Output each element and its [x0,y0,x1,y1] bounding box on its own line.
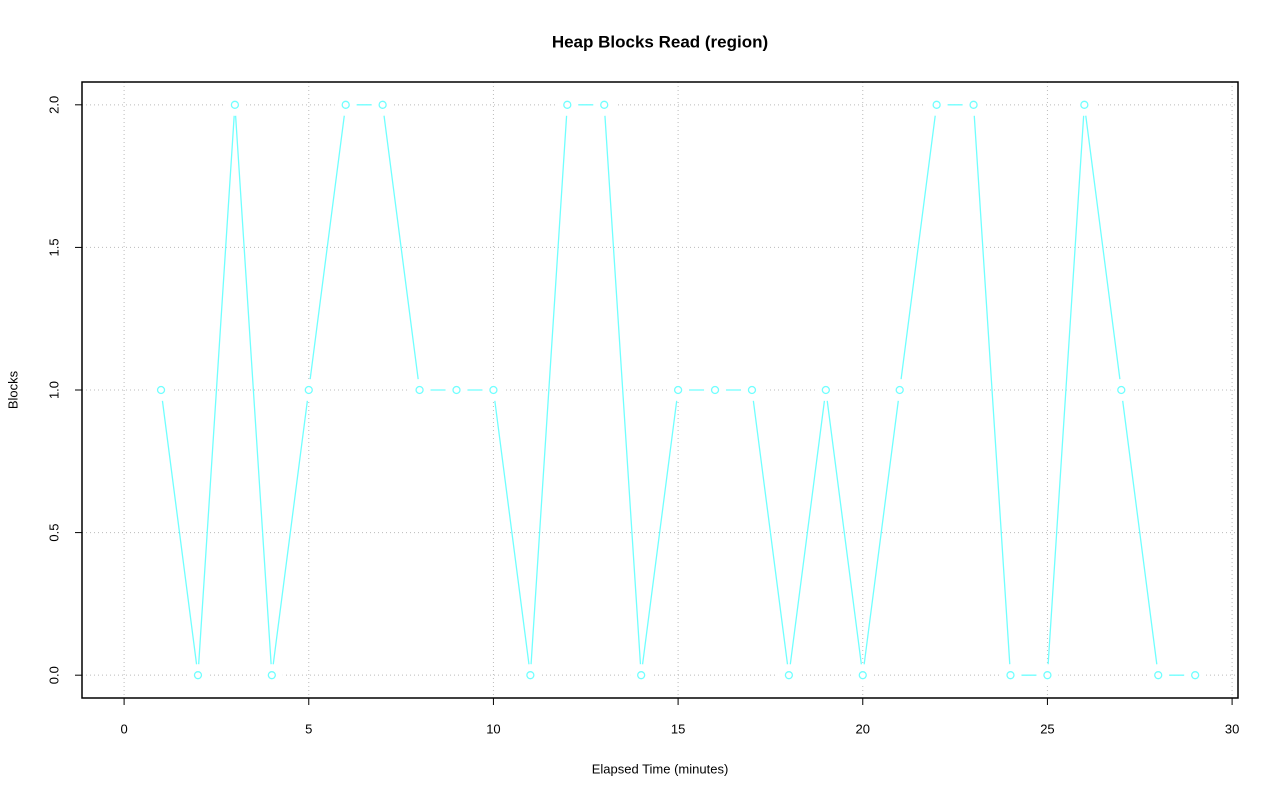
point [1043,671,1052,680]
point [452,385,461,395]
marker-gap [445,379,468,401]
marker-gap [1110,379,1133,401]
marker-gap [408,379,431,401]
marker-gap [667,379,690,401]
marker-gap [704,379,727,401]
point [858,671,867,680]
point [1117,385,1126,395]
point [784,671,794,680]
marker-gap [519,664,542,687]
point [489,385,498,395]
marker-gap [297,379,320,401]
point [415,385,424,395]
point [895,385,904,395]
marker-gap [223,93,246,116]
point [821,385,830,395]
x-tick-label: 30 [1225,721,1239,736]
marker-gap [925,93,948,116]
point [932,100,941,109]
point [193,671,203,680]
x-axis-title: Elapsed Time (minutes) [592,761,729,776]
x-tick-label: 5 [305,721,312,736]
x-tick-label: 0 [120,721,127,736]
marker-gap [777,664,800,687]
x-tick-label: 25 [1040,721,1054,736]
plot-frame [81,81,1239,699]
point [156,385,166,395]
marker-gap [740,379,763,401]
point [1154,671,1163,680]
y-tick-label: 2.0 [46,96,61,114]
y-tick-label: 0.0 [46,666,61,684]
marker-gap [962,93,985,116]
point [747,385,757,395]
y-tick-label: 0.5 [46,524,61,542]
marker-gap [1036,664,1059,687]
marker-gap [150,379,173,401]
point [526,671,535,680]
point [563,100,572,109]
point [304,385,313,395]
point [1006,671,1015,680]
y-axis-title: Blocks [5,370,20,409]
marker-gap [1184,664,1207,687]
marker-gap [999,664,1022,687]
marker-gap [814,379,837,401]
point [341,100,350,109]
x-tick-label: 10 [486,721,500,736]
marker-gap [1147,664,1170,687]
point [230,100,240,109]
marker-gap [556,93,579,116]
x-tick-label: 15 [671,721,685,736]
point [1080,100,1089,109]
marker-gap [593,93,616,116]
marker-gap [482,379,505,401]
point [710,385,720,395]
marker-gap [851,664,874,687]
marker-gap [186,664,209,687]
point [600,100,609,109]
point [378,100,387,109]
y-tick-label: 1.0 [46,381,61,399]
chart-title: Heap Blocks Read (region) [552,32,768,51]
x-tick-label: 20 [856,721,870,736]
point [637,671,646,680]
marker-gap [334,93,357,116]
point [267,671,276,680]
marker-gap [260,664,283,687]
marker-gap [1073,93,1096,116]
point [1191,671,1200,680]
point [969,100,978,109]
point [673,385,683,395]
marker-gap [630,664,653,687]
marker-gap [371,93,394,116]
marker-gap [888,379,911,401]
y-tick-label: 1.5 [46,238,61,256]
